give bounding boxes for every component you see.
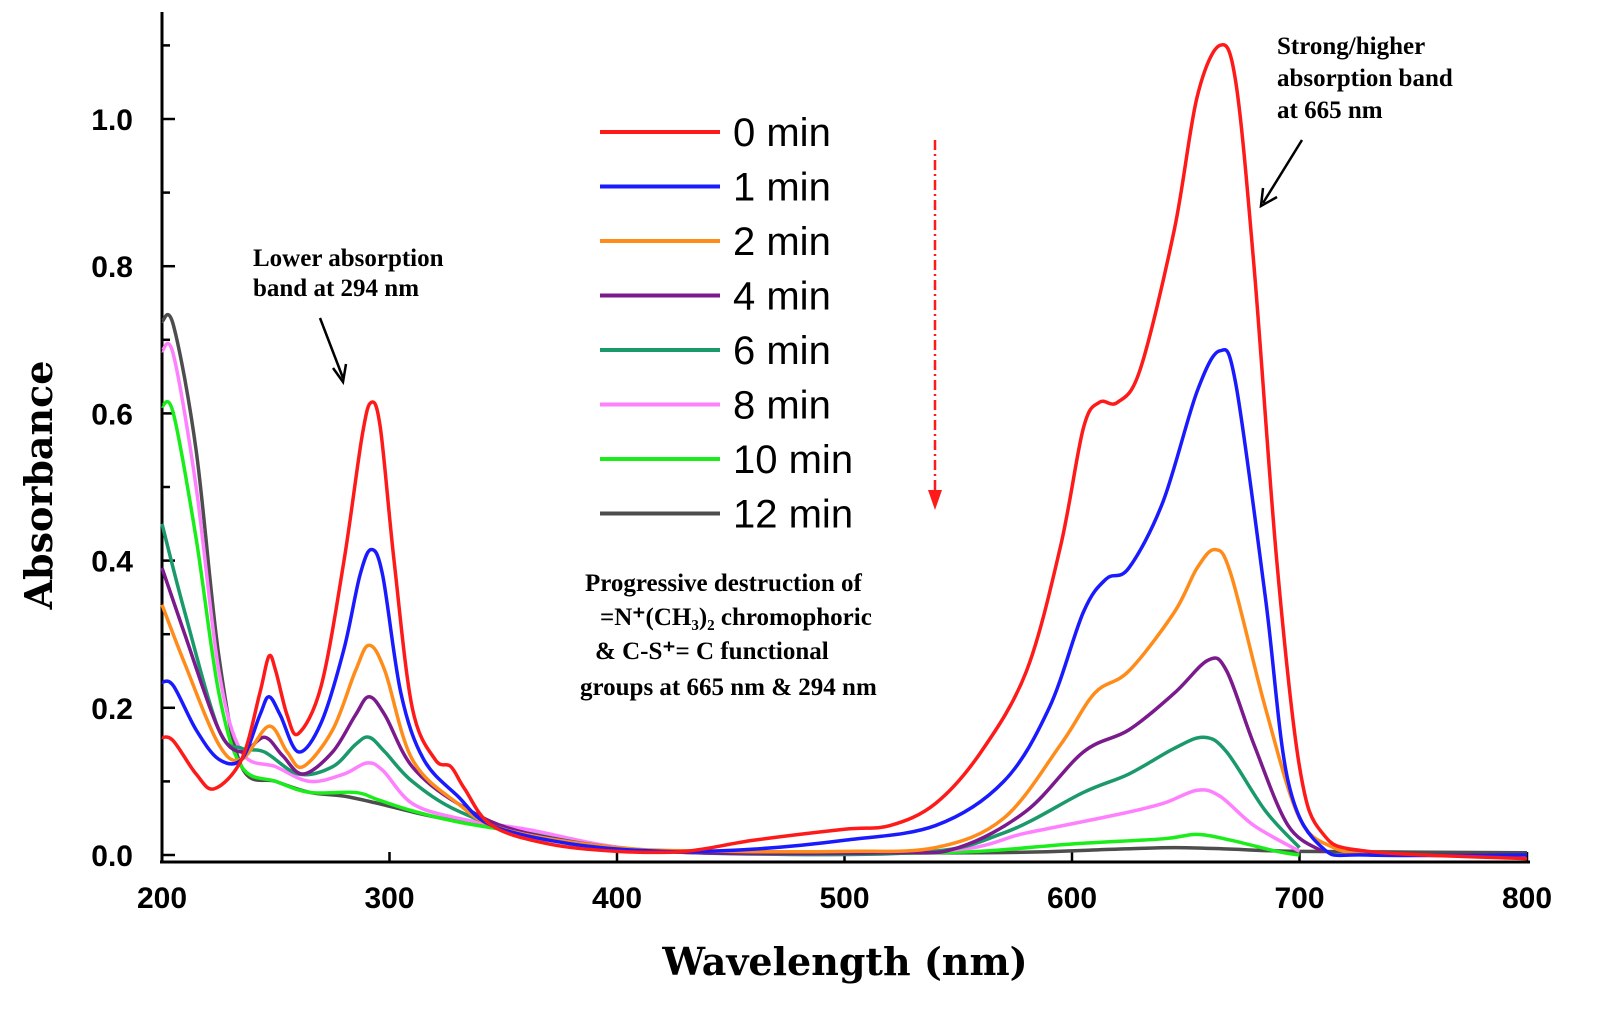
series-line-1-min — [161, 347, 1528, 858]
arrow-head-icon — [1259, 187, 1278, 209]
x-tick-label: 400 — [592, 882, 642, 915]
series-line-8-min — [160, 341, 1301, 856]
x-tick-label: 200 — [137, 882, 187, 915]
x-tick-label: 500 — [819, 882, 869, 915]
x-tick-label: 300 — [364, 882, 414, 915]
legend-label: 4 min — [733, 275, 831, 319]
annotation-line: Lower absorption — [253, 245, 444, 272]
x-tick-label: 700 — [1274, 882, 1324, 915]
y-tick-label: 0.2 — [91, 693, 133, 726]
annotation-line: band at 294 nm — [253, 275, 419, 302]
x-tick-label: 800 — [1502, 882, 1552, 915]
y-tick-label: 0.6 — [91, 398, 133, 431]
y-tick-label: 0.0 — [91, 840, 133, 873]
annotation-line: =N⁺(CH₃)₂ chromophoric — [600, 604, 872, 631]
legend-label: 0 min — [733, 111, 831, 155]
arrow-icon — [1261, 139, 1304, 204]
annotation-line: groups at 665 nm & 294 nm — [580, 674, 877, 701]
series-line-10-min — [160, 399, 1300, 857]
arrow-head-icon — [331, 363, 348, 386]
annotation-lower-band: Lower absorption band at 294 nm — [253, 245, 444, 386]
annotation-line: Strong/higher — [1277, 33, 1425, 60]
trend-arrow — [928, 140, 942, 510]
arrow-icon — [318, 317, 345, 379]
legend-label: 8 min — [733, 384, 831, 428]
y-tick-label: 0.4 — [91, 546, 133, 579]
x-tick-label: 600 — [1047, 882, 1097, 915]
annotation-line: absorption band — [1277, 65, 1453, 92]
legend-label: 6 min — [733, 329, 831, 373]
annotation-destruction: Progressive destruction of =N⁺(CH₃)₂ chr… — [580, 570, 877, 701]
annotation-line: at 665 nm — [1277, 97, 1383, 124]
series-line-0-min — [161, 43, 1528, 861]
y-tick-label: 0.8 — [91, 251, 133, 284]
y-axis-title: Absorbance — [16, 361, 61, 611]
annotation-line: & C-S⁺= C functional — [595, 638, 829, 665]
x-axis-title: Wavelength (nm) — [661, 939, 1027, 984]
legend-label: 10 min — [733, 438, 853, 482]
legend-label: 2 min — [733, 220, 831, 264]
legend-label: 12 min — [733, 493, 853, 537]
y-tick-label: 1.0 — [91, 104, 133, 137]
legend-label: 1 min — [733, 166, 831, 210]
annotation-higher-band: Strong/higher absorption band at 665 nm — [1259, 33, 1453, 209]
annotation-line: Progressive destruction of — [585, 570, 862, 597]
trend-arrow-head — [928, 490, 942, 510]
legend: 0 min 1 min 2 min 4 min 6 min 8 min 10 min 12 m… — [600, 111, 853, 537]
